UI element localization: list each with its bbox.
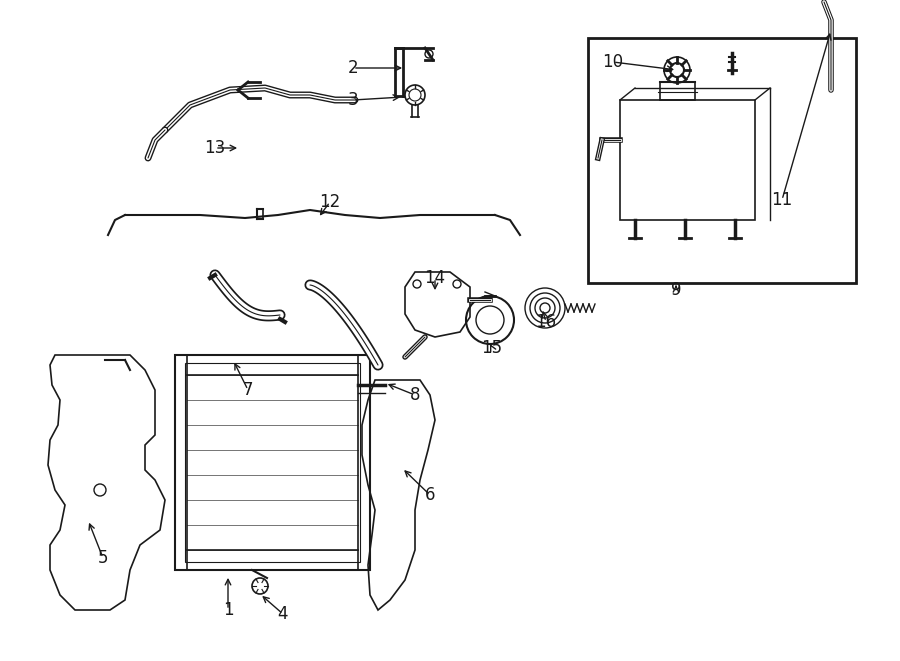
Text: 3: 3: [347, 91, 358, 109]
Bar: [175, 355, 187, 570]
Text: 14: 14: [425, 269, 446, 287]
Bar: [185, 363, 360, 562]
Bar: [660, 82, 695, 100]
Bar: [175, 355, 370, 570]
Text: 12: 12: [320, 193, 340, 211]
Text: 2: 2: [347, 59, 358, 77]
Text: 6: 6: [425, 486, 436, 504]
Bar: [620, 100, 755, 220]
Text: 11: 11: [771, 191, 793, 209]
Text: 10: 10: [602, 53, 624, 71]
Text: 1: 1: [222, 601, 233, 619]
Text: 9: 9: [670, 281, 681, 299]
Text: 5: 5: [98, 549, 108, 567]
Bar: [358, 355, 370, 570]
Text: 7: 7: [243, 381, 253, 399]
Text: 8: 8: [410, 386, 420, 404]
Text: 13: 13: [204, 139, 226, 157]
Bar: [588, 38, 856, 283]
Text: 16: 16: [536, 313, 556, 331]
Text: 15: 15: [482, 339, 502, 357]
Text: 4: 4: [278, 605, 288, 623]
